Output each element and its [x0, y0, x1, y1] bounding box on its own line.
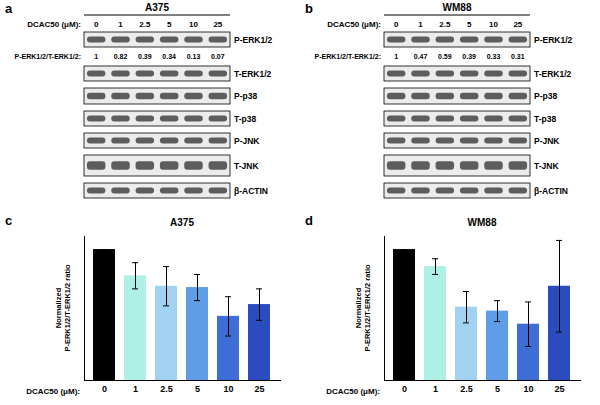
svg-text:a: a: [5, 1, 13, 16]
svg-text:P-ERK1/2: P-ERK1/2: [234, 35, 273, 45]
svg-text:0.39: 0.39: [138, 53, 152, 60]
svg-text:P-JNK: P-JNK: [534, 136, 560, 146]
svg-text:0.82: 0.82: [114, 53, 128, 60]
svg-text:25: 25: [513, 20, 522, 29]
svg-text:0.47: 0.47: [414, 53, 428, 60]
svg-text:0: 0: [402, 384, 407, 394]
svg-text:0: 0: [102, 384, 107, 394]
svg-text:0.31: 0.31: [511, 53, 525, 60]
svg-text:25: 25: [254, 384, 264, 394]
svg-text:10: 10: [223, 384, 233, 394]
svg-text:P-p38: P-p38: [234, 91, 257, 101]
svg-text:WM88: WM88: [468, 217, 497, 228]
svg-text:2.5: 2.5: [439, 20, 451, 29]
svg-text:P-ERK1/2: P-ERK1/2: [534, 35, 573, 45]
svg-text:2.5: 2.5: [139, 20, 151, 29]
svg-text:0.39: 0.39: [462, 53, 476, 60]
svg-text:T-JNK: T-JNK: [234, 161, 259, 171]
svg-text:0: 0: [94, 20, 99, 29]
svg-text:10: 10: [489, 20, 498, 29]
svg-text:β-ACTIN: β-ACTIN: [534, 186, 568, 196]
svg-text:1: 1: [94, 53, 98, 60]
svg-text:1: 1: [394, 53, 398, 60]
svg-text:25: 25: [213, 20, 222, 29]
svg-text:0.34: 0.34: [162, 53, 176, 60]
svg-text:1: 1: [433, 384, 438, 394]
svg-text:T-ERK1/2: T-ERK1/2: [234, 69, 272, 79]
svg-text:DCAC50 (μM):: DCAC50 (μM):: [327, 20, 381, 29]
svg-text:0.33: 0.33: [487, 53, 501, 60]
svg-text:DCAC50 (μM):: DCAC50 (μM):: [326, 387, 380, 396]
svg-text:d: d: [305, 213, 313, 228]
svg-text:2.5: 2.5: [160, 384, 173, 394]
svg-text:WM88: WM88: [443, 2, 472, 13]
svg-text:Normalized: Normalized: [54, 287, 63, 328]
svg-text:A375: A375: [170, 217, 194, 228]
svg-text:T-p38: T-p38: [534, 114, 556, 124]
svg-text:P-ERK1/2/T-ERK1/2:: P-ERK1/2/T-ERK1/2:: [14, 53, 81, 60]
svg-text:DCAC50 (μM):: DCAC50 (μM):: [26, 387, 80, 396]
svg-text:β-ACTIN: β-ACTIN: [234, 186, 268, 196]
svg-text:T-p38: T-p38: [234, 114, 256, 124]
svg-text:10: 10: [189, 20, 198, 29]
svg-text:25: 25: [554, 384, 564, 394]
svg-text:1: 1: [133, 384, 138, 394]
svg-text:P-ERK1/2/T-ERK1/2 ratio: P-ERK1/2/T-ERK1/2 ratio: [63, 264, 72, 352]
svg-text:5: 5: [495, 384, 500, 394]
svg-text:2.5: 2.5: [460, 384, 473, 394]
svg-text:b: b: [305, 1, 313, 16]
svg-text:Normalized: Normalized: [354, 287, 363, 328]
svg-text:10: 10: [523, 384, 533, 394]
svg-text:T-ERK1/2: T-ERK1/2: [534, 69, 572, 79]
svg-text:0.13: 0.13: [187, 53, 201, 60]
svg-text:5: 5: [467, 20, 472, 29]
svg-text:5: 5: [167, 20, 172, 29]
svg-text:P-ERK1/2/T-ERK1/2 ratio: P-ERK1/2/T-ERK1/2 ratio: [363, 264, 372, 352]
svg-text:0.07: 0.07: [211, 53, 225, 60]
svg-text:P-ERK1/2/T-ERK1/2:: P-ERK1/2/T-ERK1/2:: [314, 53, 381, 60]
svg-text:P-p38: P-p38: [534, 91, 557, 101]
svg-text:DCAC50 (μM):: DCAC50 (μM):: [27, 20, 81, 29]
svg-text:0: 0: [394, 20, 399, 29]
svg-text:1: 1: [418, 20, 423, 29]
svg-text:5: 5: [195, 384, 200, 394]
svg-text:P-JNK: P-JNK: [234, 136, 260, 146]
svg-text:1: 1: [118, 20, 123, 29]
svg-text:A375: A375: [145, 2, 169, 13]
svg-text:0.59: 0.59: [438, 53, 452, 60]
svg-text:c: c: [5, 213, 12, 228]
svg-text:T-JNK: T-JNK: [534, 161, 559, 171]
